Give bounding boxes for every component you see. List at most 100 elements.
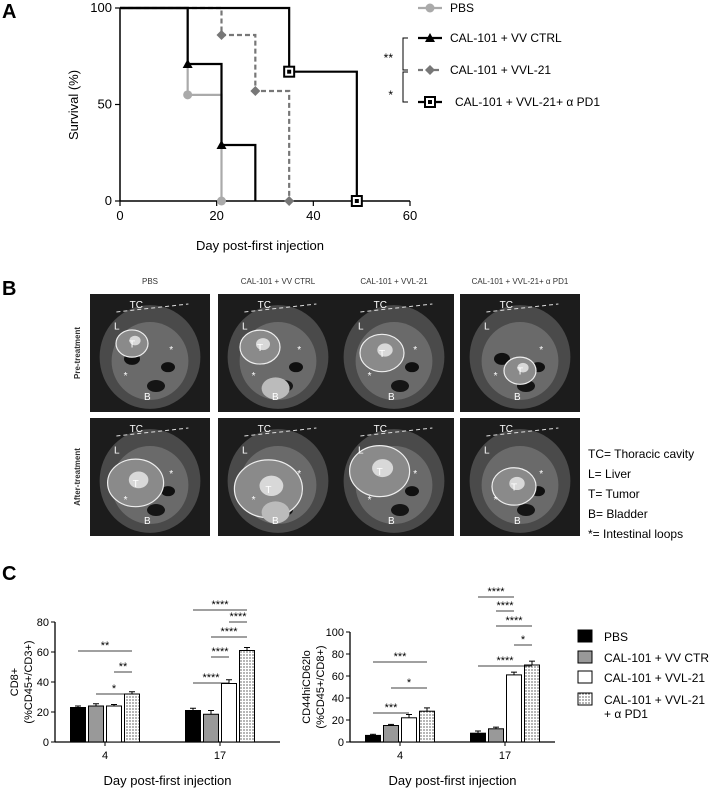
- mri-legend-item: B= Bladder: [588, 507, 648, 521]
- mri-label-star: *: [494, 495, 498, 506]
- cd44-y-tick-label: 80: [332, 649, 344, 661]
- mri-label-l: L: [114, 445, 120, 456]
- survival-marker: [182, 58, 193, 68]
- mri-label-t: T: [257, 343, 263, 354]
- cd8-significance-label: ****: [229, 611, 247, 623]
- cd8-bar: [221, 683, 237, 743]
- cd44-y-tick-label: 0: [338, 737, 344, 749]
- significance-label: *: [388, 88, 393, 102]
- mri-column-title: CAL-101 + VVL-21+ α PD1: [472, 277, 569, 286]
- mri-thoracic-line: [486, 303, 559, 313]
- cd8-significance-label: ****: [211, 599, 229, 611]
- mri-thoracic-line: [360, 303, 433, 313]
- cd8-x-tick-label: 17: [214, 750, 226, 762]
- mri-loop: [161, 486, 175, 497]
- mri-loop: [391, 504, 409, 517]
- cd8-ylabel: CD8+ (%CD45+/CD3+): [9, 640, 35, 723]
- cd8-bar: [239, 650, 255, 743]
- cd44-y-tick-label: 20: [332, 715, 344, 727]
- mri-bladder: [261, 501, 290, 524]
- mri-label-star: *: [413, 469, 417, 480]
- mri-label-tc: TC: [374, 424, 387, 435]
- survival-legend-label-1: PBS: [450, 1, 474, 15]
- cd44-bar: [365, 734, 381, 743]
- cd44-y-tick-label: 40: [332, 693, 344, 705]
- mri-label-star: *: [494, 371, 498, 382]
- cd44-bar: [488, 728, 504, 743]
- bar-legend-swatch-3: [577, 670, 593, 684]
- bar-legend: PBS CAL-101 + VV CTRL CAL-101 + VVL-21 CAL-…: [577, 629, 710, 721]
- survival-marker-inner: [354, 199, 359, 203]
- survival-marker: [250, 85, 261, 96]
- mri-label-t: T: [377, 467, 383, 478]
- survival-legend-marker-4: [424, 96, 436, 108]
- cd8-significance-label: ****: [220, 626, 238, 638]
- mri-label-tc: TC: [374, 300, 387, 311]
- mri-loop: [391, 380, 409, 393]
- mri-column-title: CAL-101 + VVL-21: [360, 277, 428, 286]
- mri-image-grid: PBS CAL-101 + VV CTRL CAL-101 + VVL-21 CAL-…: [73, 277, 694, 541]
- mri-label-t: T: [379, 349, 385, 360]
- cd44-x-tick-label: 4: [397, 750, 403, 762]
- cd8-y-tick-label: 20: [37, 707, 49, 719]
- mri-image: TC L T B * *: [334, 418, 454, 536]
- mri-tumor-core: [372, 459, 394, 478]
- panel-letter-a: A: [2, 1, 16, 23]
- survival-marker-inner: [287, 69, 292, 74]
- mri-column-title: PBS: [142, 277, 158, 286]
- mri-label-b: B: [388, 392, 395, 403]
- mri-loop: [405, 486, 419, 497]
- survival-ylabel: Survival (%): [66, 70, 81, 140]
- mri-thoracic-line: [116, 427, 189, 437]
- cd44-bar: [470, 732, 486, 743]
- cd8-x-tick-label: 4: [102, 750, 108, 762]
- cd44-xlabel: Day post-first injection: [389, 773, 517, 788]
- cd44-bar: [401, 717, 417, 743]
- mri-label-l: L: [358, 321, 364, 332]
- mri-label-t: T: [133, 479, 139, 490]
- cd44-bar: [383, 725, 399, 743]
- mri-tumor-core: [259, 475, 284, 496]
- survival-marker: [284, 196, 295, 206]
- mri-label-t: T: [511, 482, 517, 493]
- cd8-significance-label: ****: [202, 672, 220, 684]
- mri-label-b: B: [514, 516, 521, 527]
- cd8-bar: [106, 705, 122, 743]
- mri-label-b: B: [388, 516, 395, 527]
- cd44-significance-label: *: [407, 677, 412, 689]
- bar-legend-swatch-2: [577, 650, 593, 664]
- mri-loop: [405, 362, 419, 373]
- mri-label-b: B: [272, 516, 279, 527]
- survival-chart: Survival (%) Day post-first injection 0 2…: [66, 0, 600, 253]
- cd44-ylabel-line: (%CD45+/CD8+): [315, 645, 327, 728]
- mri-loop: [147, 380, 165, 393]
- survival-y-tick-label: 0: [105, 193, 112, 208]
- survival-x-tick-label: 60: [403, 208, 417, 223]
- survival-legend-marker-1: [425, 3, 435, 13]
- bar-legend-label: CAL-101 + VV CTRL: [604, 651, 710, 665]
- cd44-significance-label: ***: [394, 651, 408, 663]
- mri-label-l: L: [114, 321, 120, 332]
- mri-label-tc: TC: [130, 424, 143, 435]
- mri-loop: [161, 362, 175, 373]
- mri-label-tc: TC: [258, 300, 271, 311]
- survival-legend-marker-4-inner: [428, 100, 432, 104]
- mri-thoracic-line: [360, 427, 433, 437]
- significance-bracket: [402, 37, 408, 71]
- cd44-significance-label: ****: [496, 600, 514, 612]
- bar-legend-swatch-4: [577, 692, 593, 706]
- bar-legend-swatch-1: [577, 629, 593, 643]
- bar-legend-label: + α PD1: [604, 707, 648, 721]
- cd44-x-tick-label: 17: [499, 750, 511, 762]
- mri-loop: [494, 352, 510, 365]
- survival-marker: [216, 140, 227, 150]
- cd8-y-tick-label: 80: [37, 617, 49, 629]
- mri-label-star: *: [124, 371, 128, 382]
- mri-legend-item: *= Intestinal loops: [588, 527, 683, 541]
- mri-tumor-core: [129, 335, 141, 346]
- survival-y-tick-label: 100: [90, 0, 112, 15]
- cd8-bar: [185, 710, 201, 743]
- cd44-ylabel: CD44hiCD62lo (%CD45+/CD8+): [301, 645, 327, 728]
- mri-label-tc: TC: [500, 300, 513, 311]
- mri-label-star: *: [297, 345, 301, 356]
